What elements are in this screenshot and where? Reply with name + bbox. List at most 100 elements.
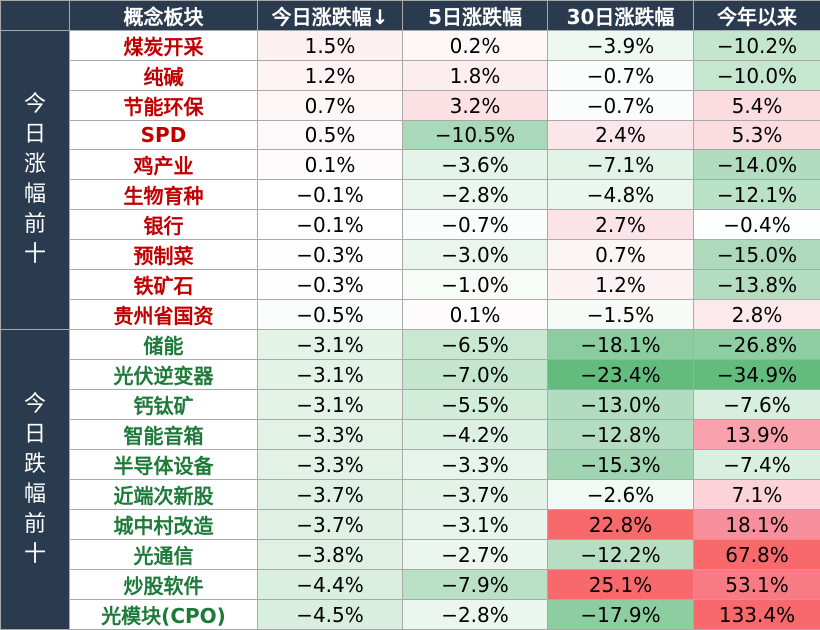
header-row: 概念板块 今日涨跌幅↓ 5日涨跌幅 30日涨跌幅 今年以来 [1, 1, 820, 31]
table-row[interactable]: 光模块(CPO)−4.5%−2.8%−17.9%133.4% [1, 600, 820, 630]
5day-change-cell: −6.5% [403, 330, 548, 360]
30day-change-cell: 2.7% [548, 210, 694, 240]
group-label-text: 今日涨幅前十 [1, 90, 69, 270]
group-label-top-losers: 今日跌幅前十 [1, 330, 70, 630]
ytd-change-cell: −0.4% [694, 210, 820, 240]
header-30day-change[interactable]: 30日涨跌幅 [548, 1, 694, 31]
sector-name-cell[interactable]: 银行 [70, 210, 258, 240]
table-row[interactable]: 铁矿石−0.3%−1.0%1.2%−13.8% [1, 270, 820, 300]
header-sector[interactable]: 概念板块 [70, 1, 258, 31]
sector-name-cell[interactable]: SPD [70, 121, 258, 150]
table-row[interactable]: 光伏逆变器−3.1%−7.0%−23.4%−34.9% [1, 360, 820, 390]
group-label-char: 幅 [1, 480, 69, 510]
ytd-change-cell: −10.0% [694, 61, 820, 91]
5day-change-cell: −3.7% [403, 480, 548, 510]
ytd-change-cell: −7.4% [694, 450, 820, 480]
group-label-char: 十 [1, 540, 69, 570]
sector-name-cell[interactable]: 鸡产业 [70, 150, 258, 180]
ytd-change-cell: 67.8% [694, 540, 820, 570]
5day-change-cell: −2.8% [403, 600, 548, 630]
ytd-change-cell: −12.1% [694, 180, 820, 210]
ytd-change-cell: 5.3% [694, 121, 820, 150]
today-change-cell: 0.1% [258, 150, 403, 180]
today-change-cell: −3.1% [258, 360, 403, 390]
header-5day-change[interactable]: 5日涨跌幅 [403, 1, 548, 31]
5day-change-cell: −3.6% [403, 150, 548, 180]
table-row[interactable]: 炒股软件−4.4%−7.9%25.1%53.1% [1, 570, 820, 600]
30day-change-cell: −4.8% [548, 180, 694, 210]
sector-name-cell[interactable]: 节能环保 [70, 91, 258, 121]
30day-change-cell: 0.7% [548, 240, 694, 270]
today-change-cell: 1.2% [258, 61, 403, 91]
sector-name-cell[interactable]: 铁矿石 [70, 270, 258, 300]
ytd-change-cell: −15.0% [694, 240, 820, 270]
sector-name-cell[interactable]: 炒股软件 [70, 570, 258, 600]
ytd-change-cell: 18.1% [694, 510, 820, 540]
sector-name-cell[interactable]: 纯碱 [70, 61, 258, 91]
ytd-change-cell: 5.4% [694, 91, 820, 121]
today-change-cell: −3.3% [258, 450, 403, 480]
today-change-cell: −3.8% [258, 540, 403, 570]
sector-name-cell[interactable]: 煤炭开采 [70, 31, 258, 61]
header-today-change[interactable]: 今日涨跌幅↓ [258, 1, 403, 31]
5day-change-cell: −1.0% [403, 270, 548, 300]
group-label-char: 前 [1, 210, 69, 240]
sector-name-cell[interactable]: 预制菜 [70, 240, 258, 270]
30day-change-cell: −0.7% [548, 61, 694, 91]
group-label-char: 今 [1, 390, 69, 420]
30day-change-cell: −12.2% [548, 540, 694, 570]
sector-name-cell[interactable]: 钙钛矿 [70, 390, 258, 420]
5day-change-cell: −7.0% [403, 360, 548, 390]
30day-change-cell: −15.3% [548, 450, 694, 480]
sector-name-cell[interactable]: 近端次新股 [70, 480, 258, 510]
table-row[interactable]: 城中村改造−3.7%−3.1%22.8%18.1% [1, 510, 820, 540]
today-change-cell: −0.1% [258, 210, 403, 240]
table-row[interactable]: 贵州省国资−0.5%0.1%−1.5%2.8% [1, 300, 820, 330]
5day-change-cell: −10.5% [403, 121, 548, 150]
table-row[interactable]: 今日跌幅前十储能−3.1%−6.5%−18.1%−26.8% [1, 330, 820, 360]
sector-name-cell[interactable]: 光伏逆变器 [70, 360, 258, 390]
30day-change-cell: −0.7% [548, 91, 694, 121]
30day-change-cell: −2.6% [548, 480, 694, 510]
5day-change-cell: −2.7% [403, 540, 548, 570]
group-label-text: 今日跌幅前十 [1, 390, 69, 570]
today-change-cell: 1.5% [258, 31, 403, 61]
30day-change-cell: −13.0% [548, 390, 694, 420]
table-row[interactable]: 近端次新股−3.7%−3.7%−2.6%7.1% [1, 480, 820, 510]
sector-name-cell[interactable]: 智能音箱 [70, 420, 258, 450]
sector-name-cell[interactable]: 城中村改造 [70, 510, 258, 540]
group-label-char: 涨 [1, 150, 69, 180]
table-row[interactable]: 预制菜−0.3%−3.0%0.7%−15.0% [1, 240, 820, 270]
table-row[interactable]: 银行−0.1%−0.7%2.7%−0.4% [1, 210, 820, 240]
sector-name-cell[interactable]: 光模块(CPO) [70, 600, 258, 630]
sector-name-cell[interactable]: 储能 [70, 330, 258, 360]
table-row[interactable]: 智能音箱−3.3%−4.2%−12.8%13.9% [1, 420, 820, 450]
today-change-cell: 0.5% [258, 121, 403, 150]
5day-change-cell: 3.2% [403, 91, 548, 121]
ytd-change-cell: −14.0% [694, 150, 820, 180]
today-change-cell: −3.1% [258, 330, 403, 360]
sector-name-cell[interactable]: 贵州省国资 [70, 300, 258, 330]
5day-change-cell: 1.8% [403, 61, 548, 91]
30day-change-cell: 25.1% [548, 570, 694, 600]
sector-name-cell[interactable]: 光通信 [70, 540, 258, 570]
table-row[interactable]: 钙钛矿−3.1%−5.5%−13.0%−7.6% [1, 390, 820, 420]
table-row[interactable]: 生物育种−0.1%−2.8%−4.8%−12.1% [1, 180, 820, 210]
table-row[interactable]: 半导体设备−3.3%−3.3%−15.3%−7.4% [1, 450, 820, 480]
table-row[interactable]: 光通信−3.8%−2.7%−12.2%67.8% [1, 540, 820, 570]
group-label-char: 日 [1, 120, 69, 150]
group-label-char: 幅 [1, 180, 69, 210]
sector-name-cell[interactable]: 生物育种 [70, 180, 258, 210]
30day-change-cell: −23.4% [548, 360, 694, 390]
30day-change-cell: −3.9% [548, 31, 694, 61]
header-ytd-change[interactable]: 今年以来 [694, 1, 820, 31]
today-change-cell: −3.3% [258, 420, 403, 450]
sector-name-cell[interactable]: 半导体设备 [70, 450, 258, 480]
